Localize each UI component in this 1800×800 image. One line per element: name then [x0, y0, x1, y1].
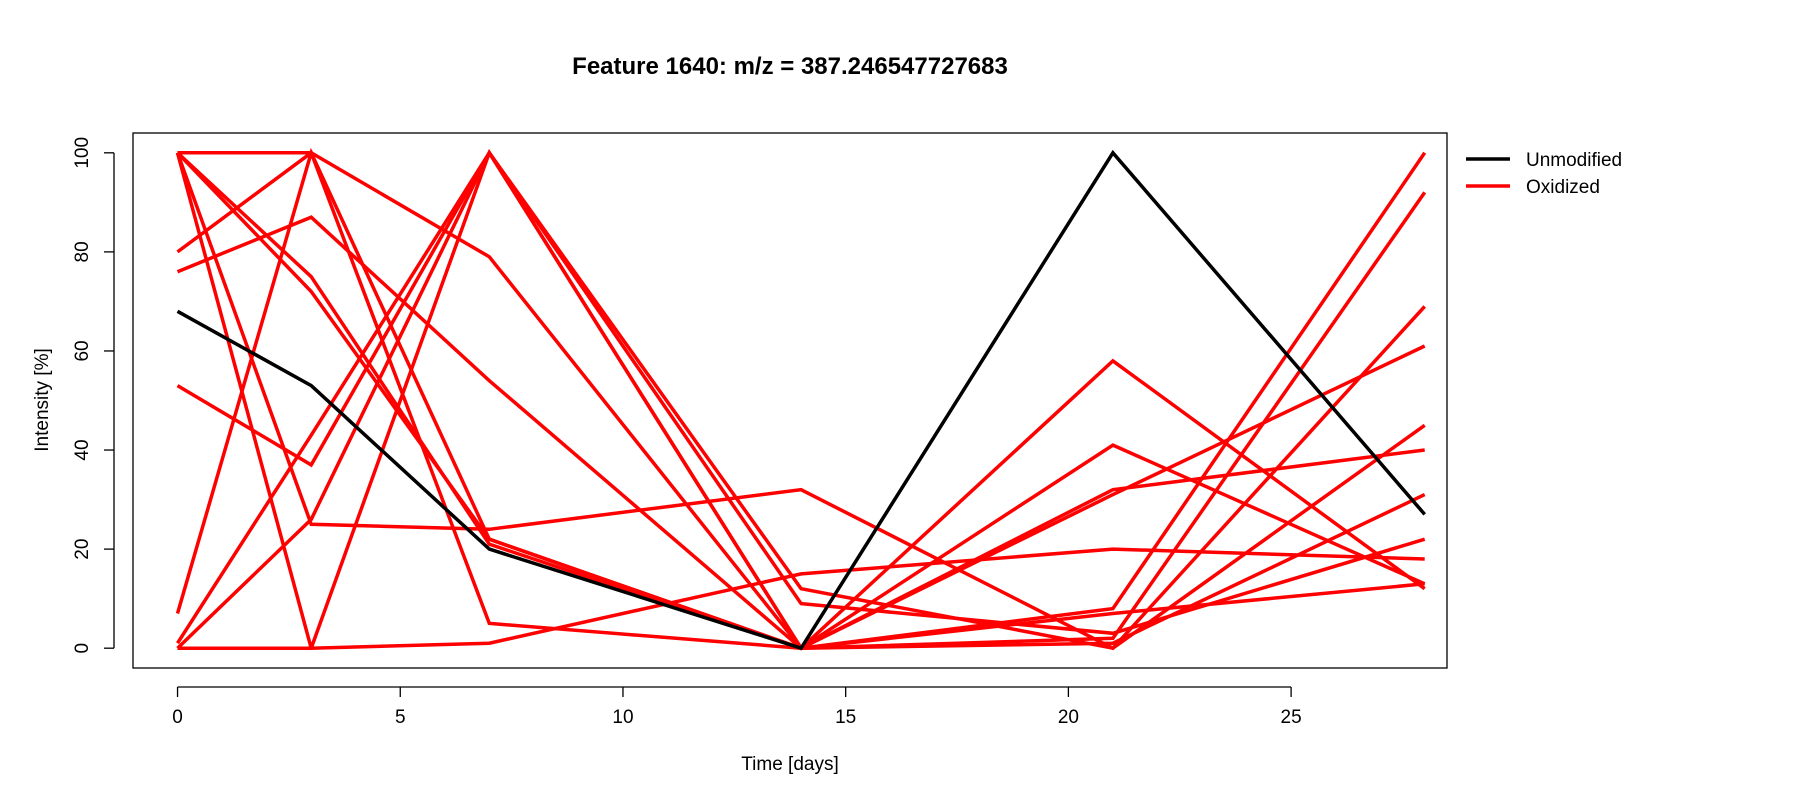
y-tick-label: 0 [72, 643, 93, 654]
y-tick-label: 60 [72, 340, 93, 361]
x-tick-label: 20 [1058, 707, 1079, 728]
x-tick-label: 25 [1281, 707, 1302, 728]
x-axis: 0 5 10 15 20 25 [172, 686, 1302, 728]
y-tick-label: 100 [72, 137, 93, 169]
series-line-oxidized-7 [176, 149, 1426, 636]
x-tick-label: 10 [612, 707, 633, 728]
series-line-oxidized-11 [177, 148, 1426, 650]
x-tick-label: 15 [835, 707, 856, 728]
series-line-oxidized-9 [176, 149, 1426, 651]
x-tick-label: 5 [395, 707, 406, 728]
chart-title: Feature 1640: m/z = 387.246547727683 [572, 53, 1008, 80]
plot-area-frame [132, 132, 1448, 669]
legend-label-oxidized: Oxidized [1526, 177, 1600, 198]
series-line-oxidized-1 [176, 151, 1427, 650]
legend-label-unmodified: Unmodified [1526, 150, 1622, 171]
y-tick-label: 40 [72, 439, 93, 460]
series-line-oxidized-3 [175, 152, 1426, 651]
series-line-oxidized-5 [176, 150, 1427, 650]
y-tick-label: 20 [72, 539, 93, 560]
x-axis-label: Time [days] [741, 754, 839, 775]
y-axis-label: Intensity [%] [32, 348, 53, 452]
legend: Unmodified Oxidized [1466, 150, 1622, 198]
series-layer [175, 147, 1427, 651]
series-line-oxidized-4 [175, 152, 1425, 650]
y-tick-label: 80 [72, 241, 93, 262]
series-line-unmodified-0 [176, 149, 1427, 651]
y-axis: 0 20 40 60 80 100 [72, 137, 115, 654]
series-line-oxidized-12 [177, 151, 1425, 651]
series-line-oxidized-8 [175, 147, 1426, 651]
x-tick-label: 0 [172, 707, 183, 728]
